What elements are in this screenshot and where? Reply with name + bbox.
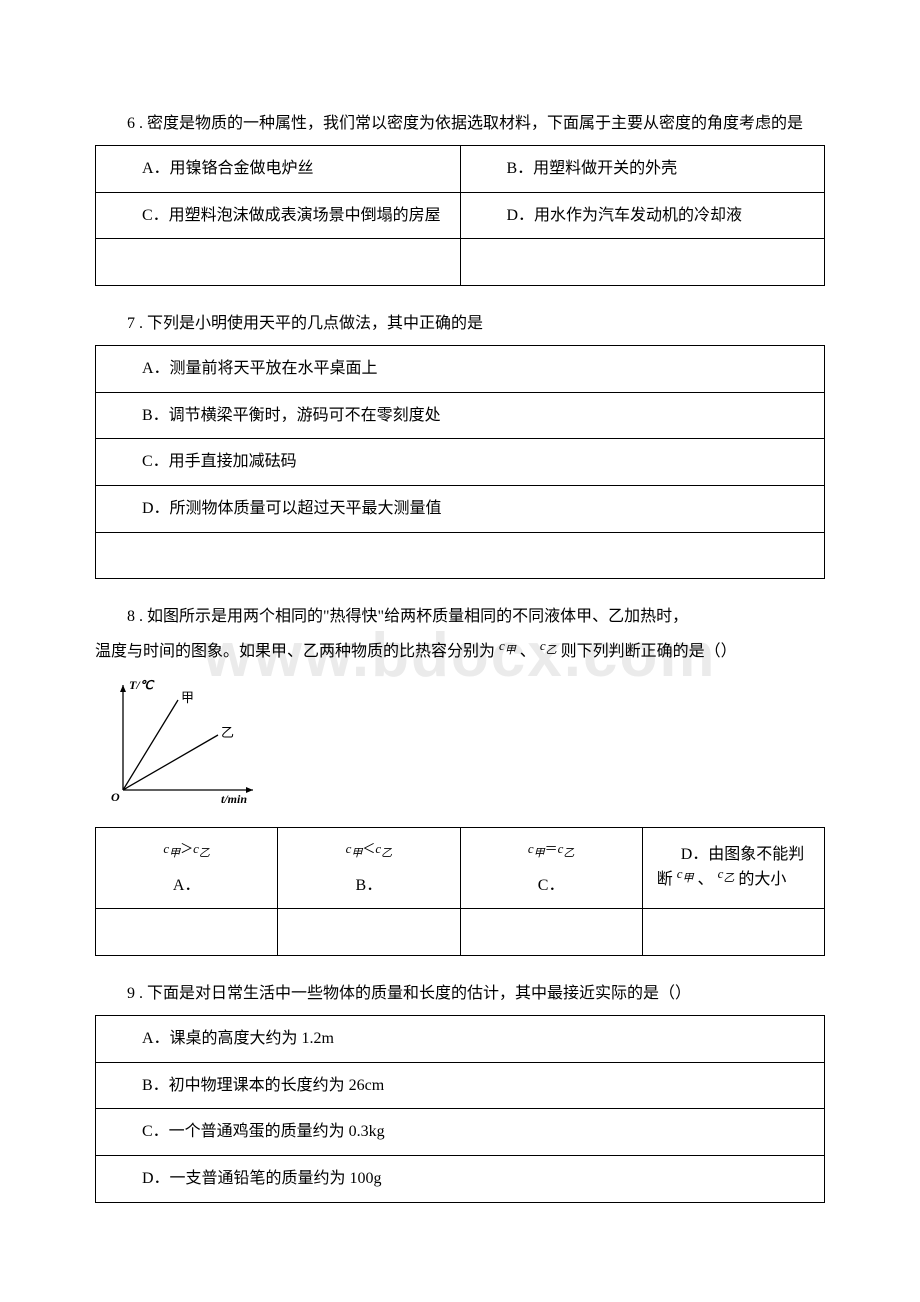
q8-empty-2 xyxy=(278,909,460,956)
q6-opt-a-label: A．用镍铬合金做电炉丝 xyxy=(110,156,314,182)
q8-text-line1: 8 . 如图所示是用两个相同的"热得快"给两杯质量相同的不同液体甲、乙加热时， xyxy=(95,603,825,630)
q7-opt-c-label: C．用手直接加减砝码 xyxy=(110,449,297,475)
chart-y-label: T/℃ xyxy=(129,678,155,692)
q8-c-yi-inline: c乙 xyxy=(540,638,557,653)
q8-opt-d: D．由图象不能判断 c甲 、 c乙 的大小 xyxy=(642,827,824,909)
q8-options-table: c甲＞c乙 A． c甲＜c乙 B． c甲＝c乙 C． D．由图象不能判断 c甲 xyxy=(95,827,825,956)
chart-x-label: t/min xyxy=(221,792,247,806)
q9-opt-c: C．一个普通鸡蛋的质量约为 0.3kg xyxy=(96,1109,825,1156)
svg-text:O: O xyxy=(111,790,120,804)
q6-opt-b: B．用塑料做开关的外壳 xyxy=(460,146,825,193)
q6-opt-a: A．用镍铬合金做电炉丝 xyxy=(96,146,461,193)
q7-options-table: A．测量前将天平放在水平桌面上 B．调节横梁平衡时，游码可不在零刻度处 C．用手… xyxy=(95,345,825,579)
q9-options-table: A．课桌的高度大约为 1.2m B．初中物理课本的长度约为 26cm C．一个普… xyxy=(95,1015,825,1202)
q7-opt-b-label: B．调节横梁平衡时，游码可不在零刻度处 xyxy=(110,403,441,429)
q8-opt-c: c甲＝c乙 C． xyxy=(460,827,642,909)
q6-opt-c-label: C．用塑料泡沫做成表演场景中倒塌的房屋 xyxy=(110,203,441,229)
q7-opt-d: D．所测物体质量可以超过天平最大测量值 xyxy=(96,485,825,532)
q9-opt-a: A．课桌的高度大约为 1.2m xyxy=(96,1016,825,1063)
q9-text: 9 . 下面是对日常生活中一些物体的质量和长度的估计，其中最接近实际的是（） xyxy=(95,980,825,1007)
q9-opt-c-label: C．一个普通鸡蛋的质量约为 0.3kg xyxy=(110,1119,385,1145)
q7-opt-b: B．调节横梁平衡时，游码可不在零刻度处 xyxy=(96,392,825,439)
q6-opt-c: C．用塑料泡沫做成表演场景中倒塌的房屋 xyxy=(96,192,461,239)
q7-opt-d-label: D．所测物体质量可以超过天平最大测量值 xyxy=(110,496,442,522)
q8-text-line2: 温度与时间的图象。如果甲、乙两种物质的比热容分别为 c甲 、 c乙 则下列判断正… xyxy=(95,638,825,666)
q8-text-2c: 则下列判断正确的是（） xyxy=(561,643,737,660)
q8-c-jia-inline: c甲 xyxy=(499,638,516,653)
q8-opt-b-prefix: B． xyxy=(356,877,383,894)
q8-opt-b: c甲＜c乙 B． xyxy=(278,827,460,909)
q8-empty-3 xyxy=(460,909,642,956)
q6-options-table: A．用镍铬合金做电炉丝 B．用塑料做开关的外壳 C．用塑料泡沫做成表演场景中倒塌… xyxy=(95,145,825,286)
q8-opt-a: c甲＞c乙 A． xyxy=(96,827,278,909)
q9-opt-d: D．一支普通铅笔的质量约为 100g xyxy=(96,1155,825,1202)
q8-text-2b: 、 xyxy=(520,643,536,660)
q9-opt-a-label: A．课桌的高度大约为 1.2m xyxy=(110,1026,334,1052)
q9-opt-b: B．初中物理课本的长度约为 26cm xyxy=(96,1062,825,1109)
q6-text: 6 . 密度是物质的一种属性，我们常以密度为依据选取材料，下面属于主要从密度的角… xyxy=(95,110,825,137)
chart-line2-label: 乙 xyxy=(221,725,234,740)
q8-opt-c-prefix: C． xyxy=(538,877,565,894)
q6-opt-d-label: D．用水作为汽车发动机的冷却液 xyxy=(475,203,743,229)
q8-empty-4 xyxy=(642,909,824,956)
q6-empty-1 xyxy=(96,239,461,286)
q7-text: 7 . 下列是小明使用天平的几点做法，其中正确的是 xyxy=(95,310,825,337)
q7-opt-a-label: A．测量前将天平放在水平桌面上 xyxy=(110,356,378,382)
q8-opt-a-prefix: A． xyxy=(173,877,201,894)
q6-empty-2 xyxy=(460,239,825,286)
q6-opt-d: D．用水作为汽车发动机的冷却液 xyxy=(460,192,825,239)
q9-opt-b-label: B．初中物理课本的长度约为 26cm xyxy=(110,1073,384,1099)
q9-opt-d-label: D．一支普通铅笔的质量约为 100g xyxy=(110,1166,382,1192)
q7-empty xyxy=(96,532,825,579)
q8-chart-svg: T/℃ t/min O 甲 乙 xyxy=(103,675,263,810)
q6-opt-b-label: B．用塑料做开关的外壳 xyxy=(475,156,678,182)
q8-chart: T/℃ t/min O 甲 乙 xyxy=(103,675,825,815)
q7-opt-c: C．用手直接加减砝码 xyxy=(96,439,825,486)
q7-opt-a: A．测量前将天平放在水平桌面上 xyxy=(96,346,825,393)
q8-opt-d-suffix: 的大小 xyxy=(738,871,786,888)
page-content: 6 . 密度是物质的一种属性，我们常以密度为依据选取材料，下面属于主要从密度的角… xyxy=(95,110,825,1203)
chart-line1-label: 甲 xyxy=(181,690,194,705)
q8-empty-1 xyxy=(96,909,278,956)
q8-text-2a: 温度与时间的图象。如果甲、乙两种物质的比热容分别为 xyxy=(95,643,495,660)
